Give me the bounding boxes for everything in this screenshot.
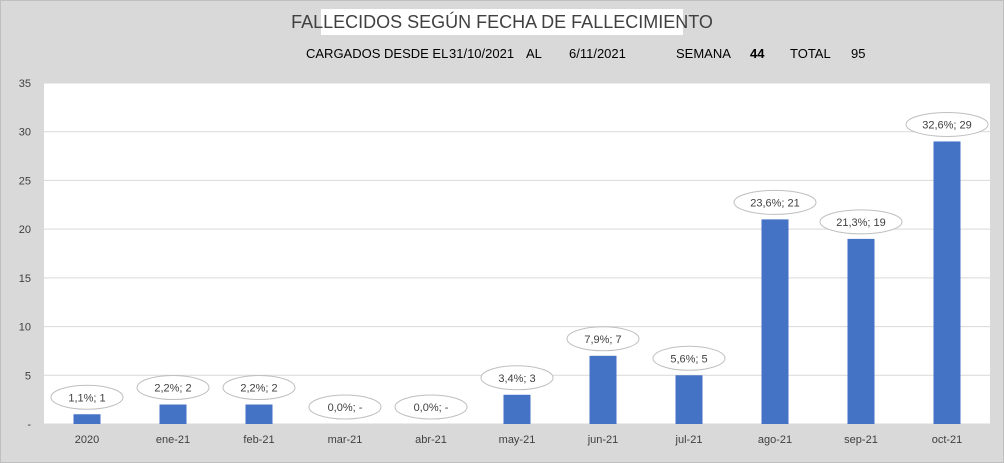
data-label: 0,0%; -: [414, 402, 449, 414]
y-tick-label: 20: [19, 224, 31, 236]
data-label: 0,0%; -: [328, 402, 363, 414]
x-tick-label: oct-21: [932, 434, 963, 446]
x-tick-label: mar-21: [328, 434, 363, 446]
bar: [589, 355, 617, 424]
data-label: 5,6%; 5: [670, 353, 707, 365]
bar: [675, 375, 703, 424]
y-tick-label: 30: [19, 127, 31, 139]
x-tick-label: sep-21: [844, 434, 878, 446]
data-label-bubble: [566, 326, 640, 352]
data-label: 3,4%; 3: [498, 373, 535, 385]
x-tick-label: abr-21: [415, 434, 447, 446]
week-value: 44: [750, 46, 765, 61]
data-label: 23,6%; 21: [750, 197, 800, 209]
y-tick-label: 10: [19, 322, 31, 334]
x-tick-label: ago-21: [758, 434, 792, 446]
data-label-bubble: [308, 394, 382, 420]
bar: [73, 414, 101, 424]
data-label-bubble: [905, 111, 989, 137]
y-tick-label: 15: [19, 273, 31, 285]
y-tick-label: 35: [19, 78, 31, 90]
week-label: SEMANA: [676, 46, 731, 61]
total-label: TOTAL: [790, 46, 831, 61]
data-label-bubble: [394, 394, 468, 420]
data-label-bubble: [480, 365, 554, 391]
date-from: 31/10/2021: [449, 46, 515, 61]
y-tick-label: 25: [19, 175, 31, 187]
data-label-bubble: [733, 189, 817, 215]
x-tick-label: 2020: [75, 434, 99, 446]
data-label-bubble: [819, 209, 903, 235]
data-label: 2,2%; 2: [240, 383, 277, 395]
bar: [245, 404, 273, 424]
loaded-from-label: CARGADOS DESDE EL: [306, 46, 449, 61]
y-tick-label: 5: [25, 370, 31, 382]
data-label: 2,2%; 2: [154, 383, 191, 395]
bar: [503, 394, 531, 424]
data-label: 21,3%; 19: [836, 217, 886, 229]
x-tick-label: feb-21: [243, 434, 274, 446]
bar: [159, 404, 187, 424]
al-label: AL: [526, 46, 542, 61]
bar: [761, 219, 789, 424]
data-label-bubble: [136, 375, 210, 401]
x-tick-label: jun-21: [587, 434, 619, 446]
data-label-bubble: [222, 375, 296, 401]
data-label: 7,9%; 7: [584, 334, 621, 346]
data-label-bubble: [50, 384, 124, 410]
bar: [933, 141, 961, 424]
y-tick-label: -: [27, 419, 31, 431]
x-tick-label: ene-21: [156, 434, 190, 446]
data-label: 32,6%; 29: [922, 119, 972, 131]
bar: [847, 238, 875, 424]
total-value: 95: [851, 46, 866, 61]
x-tick-label: may-21: [499, 434, 536, 446]
x-tick-label: jul-21: [675, 434, 703, 446]
data-label-bubble: [652, 345, 726, 371]
date-to: 6/11/2021: [569, 46, 626, 61]
chart-title: FALLECIDOS SEGÚN FECHA DE FALLECIMIENTO: [291, 9, 713, 35]
data-label: 1,1%; 1: [68, 392, 105, 404]
